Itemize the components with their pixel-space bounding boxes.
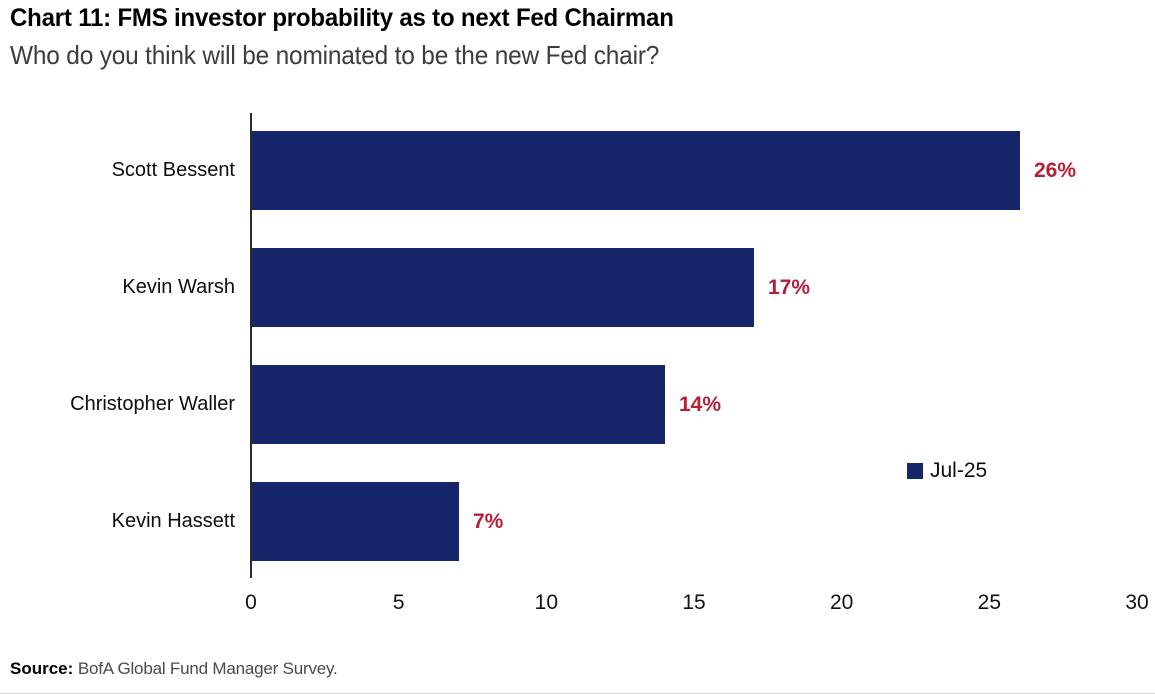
bar	[252, 365, 665, 444]
source-text: BofA Global Fund Manager Survey.	[73, 659, 338, 678]
x-tick-label: 10	[534, 591, 558, 614]
source-label: Source:	[10, 659, 74, 678]
y-axis-line	[250, 113, 252, 578]
chart-subtitle: Who do you think will be nominated to be…	[10, 40, 660, 70]
category-label: Kevin Hassett	[111, 510, 235, 532]
x-tick-label: 25	[977, 591, 1001, 614]
x-tick-label: 15	[682, 591, 706, 614]
value-label: 14%	[679, 392, 722, 416]
value-label: 17%	[768, 275, 811, 299]
legend-label: Jul-25	[930, 459, 988, 482]
source-note: Source: BofA Global Fund Manager Survey.	[10, 659, 338, 679]
legend-swatch-icon	[907, 463, 923, 479]
x-tick-label: 0	[245, 591, 257, 614]
category-label: Scott Bessent	[111, 159, 235, 181]
bar	[252, 248, 754, 327]
bar	[252, 482, 459, 561]
category-label: Christopher Waller	[70, 393, 235, 415]
x-tick-label: 30	[1125, 591, 1149, 614]
x-tick-label: 20	[829, 591, 854, 614]
value-label: 26%	[1034, 158, 1077, 182]
value-label: 7%	[473, 509, 504, 533]
legend: Jul-25	[907, 459, 987, 483]
category-label: Kevin Warsh	[122, 276, 235, 298]
bar	[252, 131, 1020, 210]
x-tick-label: 5	[392, 591, 405, 614]
chart-title: Chart 11: FMS investor probability as to…	[10, 4, 674, 32]
